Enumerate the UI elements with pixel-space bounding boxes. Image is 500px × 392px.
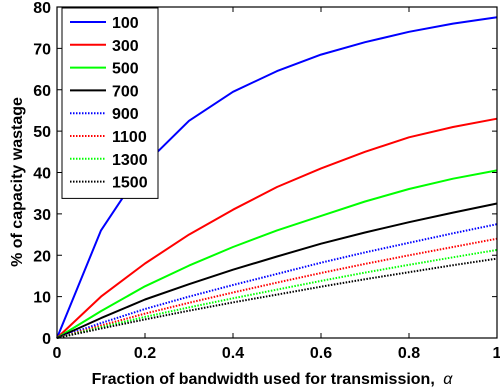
legend-label-100: 100 <box>112 15 139 32</box>
series-line-300 <box>56 117 498 339</box>
legend-box <box>61 7 159 199</box>
x-tick-label: 1 <box>493 345 500 362</box>
legend-label-1300: 1300 <box>112 152 148 169</box>
y-tick-label: 20 <box>33 248 51 265</box>
x-tick-label: 0.6 <box>310 345 332 362</box>
legend-label-700: 700 <box>112 83 139 100</box>
legend-label-500: 500 <box>112 61 139 78</box>
y-axis-label: % of capacity wastage <box>9 97 26 267</box>
legend-label-300: 300 <box>112 38 139 55</box>
y-tick-label: 80 <box>33 0 51 17</box>
series-line-700 <box>56 202 498 339</box>
y-tick-label: 70 <box>33 41 51 58</box>
legend: 100 300 500 700 900 1100 1300 1500 <box>61 7 159 199</box>
x-axis-label-text: Fraction of bandwidth used for transmiss… <box>92 371 435 388</box>
y-tick-label: 10 <box>33 290 51 307</box>
x-tick-label: 0 <box>53 345 62 362</box>
y-tick-label: 0 <box>42 331 51 348</box>
x-axis-label: Fraction of bandwidth used for transmiss… <box>92 371 454 388</box>
x-axis-label-symbol: α <box>443 371 453 388</box>
series-line-900 <box>56 223 498 339</box>
series-line-500 <box>56 169 498 339</box>
series-line-1100 <box>56 237 498 339</box>
y-tick-label: 50 <box>33 124 51 141</box>
series-line-1500 <box>56 257 498 339</box>
y-tick-label: 40 <box>33 166 51 183</box>
legend-label-1100: 1100 <box>112 129 147 146</box>
legend-label-900: 900 <box>112 106 139 123</box>
series-line-1300 <box>56 248 498 339</box>
y-tick-label: 30 <box>33 207 51 224</box>
x-tick-label: 0.8 <box>398 345 420 362</box>
x-tick-label: 0.4 <box>222 345 244 362</box>
legend-label-1500: 1500 <box>112 175 148 192</box>
x-tick-label: 0.2 <box>134 345 156 362</box>
y-tick-label: 60 <box>33 83 51 100</box>
